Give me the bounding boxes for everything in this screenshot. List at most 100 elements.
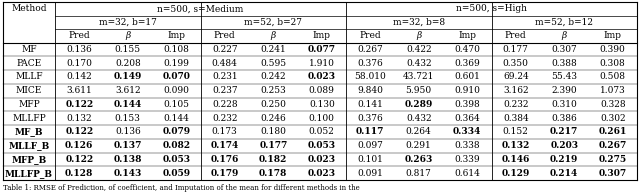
Text: 0.328: 0.328 — [600, 100, 625, 109]
Text: 0.364: 0.364 — [454, 114, 480, 123]
Text: 0.208: 0.208 — [115, 59, 141, 68]
Text: 0.376: 0.376 — [357, 114, 383, 123]
Text: Pred: Pred — [214, 31, 236, 40]
Text: 0.376: 0.376 — [357, 59, 383, 68]
Text: 3.612: 3.612 — [115, 86, 141, 95]
Text: 0.384: 0.384 — [503, 114, 529, 123]
Text: 0.246: 0.246 — [260, 114, 286, 123]
Text: 0.203: 0.203 — [550, 141, 579, 150]
Text: 0.100: 0.100 — [309, 114, 335, 123]
Text: 0.122: 0.122 — [65, 155, 93, 164]
Text: Pred: Pred — [360, 31, 381, 40]
Text: 0.307: 0.307 — [598, 169, 627, 178]
Text: 0.214: 0.214 — [550, 169, 579, 178]
Text: 0.250: 0.250 — [260, 100, 286, 109]
Text: 0.350: 0.350 — [503, 59, 529, 68]
Text: 0.432: 0.432 — [406, 59, 431, 68]
Text: 0.261: 0.261 — [598, 127, 627, 136]
Text: 0.308: 0.308 — [600, 59, 626, 68]
Text: 0.144: 0.144 — [114, 100, 142, 109]
Text: 0.153: 0.153 — [115, 114, 141, 123]
Text: Pred: Pred — [68, 31, 90, 40]
Text: 0.199: 0.199 — [163, 59, 189, 68]
Text: 0.052: 0.052 — [309, 127, 335, 136]
Text: 0.174: 0.174 — [211, 141, 239, 150]
Text: 0.130: 0.130 — [309, 100, 335, 109]
Text: 0.079: 0.079 — [162, 127, 190, 136]
Text: 0.817: 0.817 — [406, 169, 432, 178]
Text: 2.390: 2.390 — [552, 86, 577, 95]
Text: 0.369: 0.369 — [454, 59, 480, 68]
Text: 0.595: 0.595 — [260, 59, 286, 68]
Text: Imp: Imp — [458, 31, 476, 40]
Text: 0.228: 0.228 — [212, 100, 237, 109]
Text: 0.178: 0.178 — [259, 169, 287, 178]
Text: β: β — [271, 31, 276, 40]
Text: 0.144: 0.144 — [163, 114, 189, 123]
Text: 3.162: 3.162 — [503, 86, 529, 95]
Text: 69.24: 69.24 — [503, 72, 529, 81]
Text: 0.334: 0.334 — [453, 127, 481, 136]
Text: 0.152: 0.152 — [503, 127, 529, 136]
Text: 0.149: 0.149 — [113, 72, 142, 81]
Text: m=32, b=8: m=32, b=8 — [393, 18, 445, 27]
Text: β: β — [562, 31, 567, 40]
Text: m=52, b=12: m=52, b=12 — [535, 18, 593, 27]
Text: β: β — [125, 31, 131, 40]
Text: 0.023: 0.023 — [308, 169, 336, 178]
Text: 0.023: 0.023 — [308, 72, 336, 81]
Text: 0.142: 0.142 — [67, 72, 92, 81]
Text: 0.097: 0.097 — [357, 141, 383, 150]
Text: Imp: Imp — [167, 31, 185, 40]
Text: 0.077: 0.077 — [308, 45, 336, 54]
Text: 0.132: 0.132 — [67, 114, 92, 123]
Text: MFP: MFP — [18, 100, 40, 109]
Text: 0.128: 0.128 — [65, 169, 93, 178]
Text: 0.155: 0.155 — [115, 45, 141, 54]
Text: 0.180: 0.180 — [260, 127, 286, 136]
Text: 0.090: 0.090 — [163, 86, 189, 95]
Text: 58.010: 58.010 — [355, 72, 386, 81]
Text: 1.073: 1.073 — [600, 86, 626, 95]
Text: Imp: Imp — [604, 31, 621, 40]
Text: 0.070: 0.070 — [163, 72, 190, 81]
Text: m=32, b=17: m=32, b=17 — [99, 18, 157, 27]
Text: 0.275: 0.275 — [598, 155, 627, 164]
Text: 0.302: 0.302 — [600, 114, 625, 123]
Text: 0.237: 0.237 — [212, 86, 237, 95]
Text: 0.101: 0.101 — [357, 155, 383, 164]
Text: 0.053: 0.053 — [162, 155, 190, 164]
Text: MLLFP: MLLFP — [12, 114, 46, 123]
Text: 0.910: 0.910 — [454, 86, 480, 95]
Text: 0.105: 0.105 — [163, 100, 189, 109]
Text: 0.136: 0.136 — [115, 127, 141, 136]
Text: n=500, s=Medium: n=500, s=Medium — [157, 4, 244, 13]
Text: 0.176: 0.176 — [211, 155, 239, 164]
Text: 0.267: 0.267 — [598, 141, 627, 150]
Text: 0.136: 0.136 — [67, 45, 92, 54]
Text: 0.132: 0.132 — [502, 141, 530, 150]
Text: 0.267: 0.267 — [357, 45, 383, 54]
Text: MF_B: MF_B — [15, 127, 44, 136]
Text: 0.082: 0.082 — [162, 141, 190, 150]
Text: 0.253: 0.253 — [260, 86, 286, 95]
Text: 0.432: 0.432 — [406, 114, 431, 123]
Text: 0.422: 0.422 — [406, 45, 431, 54]
Text: 0.263: 0.263 — [404, 155, 433, 164]
Text: MLLF: MLLF — [15, 72, 43, 81]
Text: 0.141: 0.141 — [357, 100, 383, 109]
Text: n=500, s=High: n=500, s=High — [456, 4, 527, 13]
Text: 0.307: 0.307 — [552, 45, 577, 54]
Text: 0.129: 0.129 — [502, 169, 530, 178]
Text: 0.338: 0.338 — [454, 141, 480, 150]
Text: 0.601: 0.601 — [454, 72, 480, 81]
Text: Table 1: RMSE of Prediction, of coefficient, and Imputation of the mean for diff: Table 1: RMSE of Prediction, of coeffici… — [3, 184, 360, 192]
Text: 0.241: 0.241 — [260, 45, 286, 54]
Text: Pred: Pred — [505, 31, 527, 40]
Text: 0.390: 0.390 — [600, 45, 626, 54]
Text: 0.023: 0.023 — [308, 155, 336, 164]
Text: 0.138: 0.138 — [113, 155, 142, 164]
Text: 0.227: 0.227 — [212, 45, 237, 54]
Text: 0.242: 0.242 — [260, 72, 286, 81]
Text: 0.219: 0.219 — [550, 155, 579, 164]
